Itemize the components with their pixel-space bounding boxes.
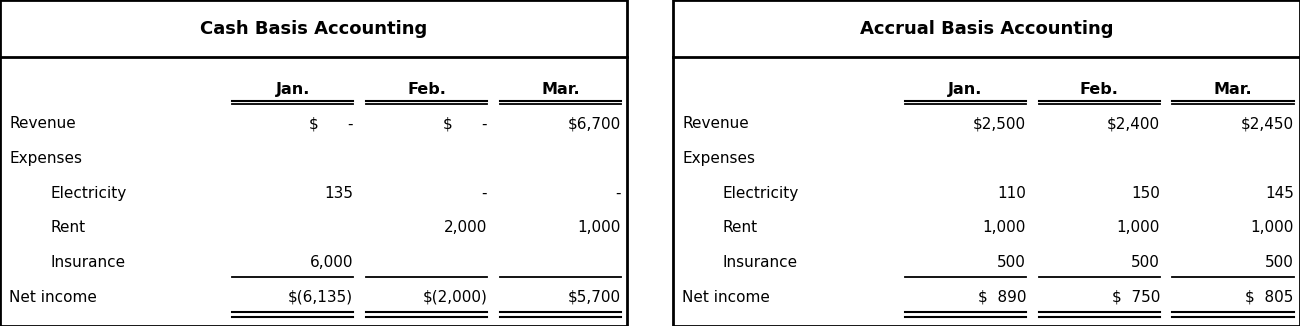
Text: 145: 145 — [1265, 186, 1294, 201]
Text: Mar.: Mar. — [1214, 82, 1252, 97]
Text: Insurance: Insurance — [51, 255, 125, 270]
Text: Feb.: Feb. — [1080, 82, 1119, 97]
Text: Cash Basis Accounting: Cash Basis Accounting — [200, 20, 428, 37]
Text: $(6,135): $(6,135) — [289, 290, 354, 305]
Text: 500: 500 — [1131, 255, 1160, 270]
Text: $2,400: $2,400 — [1106, 116, 1160, 131]
Text: 2,000: 2,000 — [443, 220, 488, 235]
Text: $5,700: $5,700 — [568, 290, 621, 305]
Text: Expenses: Expenses — [9, 151, 82, 166]
Text: $  805: $ 805 — [1245, 290, 1294, 305]
Text: 110: 110 — [997, 186, 1026, 201]
Text: 1,000: 1,000 — [1251, 220, 1294, 235]
Text: $  750: $ 750 — [1112, 290, 1160, 305]
Text: Feb.: Feb. — [407, 82, 446, 97]
Text: Electricity: Electricity — [51, 186, 126, 201]
Text: Jan.: Jan. — [276, 82, 309, 97]
Text: Revenue: Revenue — [9, 116, 77, 131]
Text: $2,500: $2,500 — [972, 116, 1026, 131]
Text: 500: 500 — [997, 255, 1026, 270]
Text: $(2,000): $(2,000) — [422, 290, 488, 305]
Text: Rent: Rent — [51, 220, 86, 235]
Text: Net income: Net income — [9, 290, 97, 305]
Text: Accrual Basis Accounting: Accrual Basis Accounting — [859, 20, 1113, 37]
Text: 150: 150 — [1131, 186, 1160, 201]
Text: -: - — [615, 186, 621, 201]
Text: -: - — [482, 186, 488, 201]
Text: 6,000: 6,000 — [309, 255, 354, 270]
Text: Jan.: Jan. — [948, 82, 983, 97]
Text: 500: 500 — [1265, 255, 1294, 270]
Text: Net income: Net income — [682, 290, 770, 305]
Text: Rent: Rent — [723, 220, 758, 235]
Text: Electricity: Electricity — [723, 186, 800, 201]
Text: Insurance: Insurance — [723, 255, 798, 270]
Text: Mar.: Mar. — [541, 82, 580, 97]
Text: 1,000: 1,000 — [1117, 220, 1160, 235]
Text: 1,000: 1,000 — [577, 220, 621, 235]
Text: $  890: $ 890 — [978, 290, 1026, 305]
Text: 135: 135 — [325, 186, 354, 201]
Text: Expenses: Expenses — [682, 151, 755, 166]
Text: $6,700: $6,700 — [568, 116, 621, 131]
Text: $      -: $ - — [309, 116, 354, 131]
Text: $      -: $ - — [443, 116, 488, 131]
Text: 1,000: 1,000 — [983, 220, 1026, 235]
Text: Revenue: Revenue — [682, 116, 749, 131]
Text: $2,450: $2,450 — [1240, 116, 1294, 131]
